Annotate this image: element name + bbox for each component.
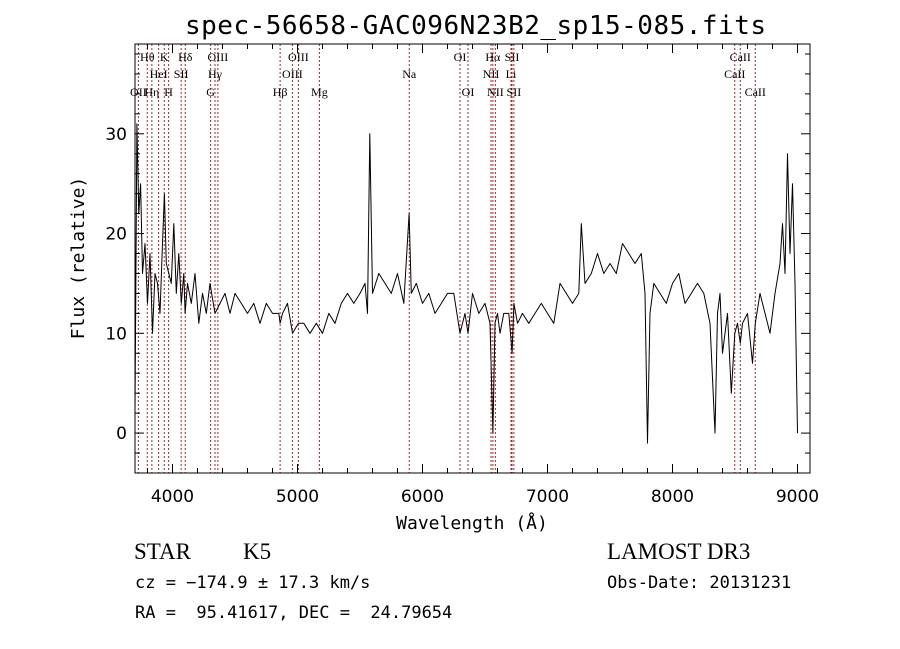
y-axis-label: Flux (relative) <box>68 177 89 340</box>
x-tick-label: 5000 <box>276 487 319 507</box>
line-marker-label: K <box>160 50 169 64</box>
line-marker-label: NII <box>483 67 500 81</box>
x-tick-label: 9000 <box>776 487 819 507</box>
line-marker-label: OII <box>130 85 147 99</box>
chart-title: spec-56658-GAC096N23B2_sp15-085.fits <box>185 11 767 41</box>
line-marker-label: H <box>164 85 173 99</box>
y-tick-label: 10 <box>105 324 127 344</box>
line-markers: OIIHθHηHeIKHSIIHδGHγOIIIHβOIIIOIIIMgNaOI… <box>130 44 766 473</box>
line-marker-label: Hθ <box>140 50 155 64</box>
y-tick-label: 30 <box>105 125 127 145</box>
line-marker-label: Hδ <box>178 50 193 64</box>
line-marker-label: G <box>206 85 215 99</box>
y-tick-label: 20 <box>105 225 127 245</box>
object-class: STAR <box>134 539 191 564</box>
line-marker-label: NII <box>487 85 504 99</box>
line-marker-label: OIII <box>288 50 309 64</box>
line-marker-label: Li <box>506 67 517 81</box>
observation-date: Obs-Date: 20131231 <box>607 573 792 593</box>
line-marker-label: Hα <box>485 50 501 64</box>
line-marker-label: SII <box>505 50 520 64</box>
line-marker-label: Hγ <box>208 67 223 81</box>
line-marker-label: SII <box>174 67 189 81</box>
line-marker-label: Hη <box>144 85 159 99</box>
line-marker-label: OI <box>454 50 467 64</box>
x-tick-label: 6000 <box>401 487 444 507</box>
x-axis-label: Wavelength (Å) <box>396 512 548 534</box>
line-marker-label: Na <box>402 67 417 81</box>
spectrum-line <box>134 123 798 444</box>
axis-ticks: 4000 5000 6000 7000 8000 9000 0 10 20 30 <box>105 44 819 507</box>
line-marker-label: Hβ <box>273 85 288 99</box>
line-marker-label: CaII <box>745 85 766 99</box>
line-marker-label: SII <box>507 85 522 99</box>
redshift-velocity: cz = −174.9 ± 17.3 km/s <box>135 573 371 593</box>
coordinates: RA = 95.41617, DEC = 24.79654 <box>135 603 453 623</box>
line-marker-label: HeI <box>150 67 168 81</box>
spectrum-series <box>134 123 798 444</box>
x-tick-label: 7000 <box>526 487 569 507</box>
line-marker-label: OI <box>462 85 475 99</box>
line-marker-label: OIII <box>282 67 303 81</box>
line-marker-label: CaII <box>724 67 745 81</box>
object-subclass: K5 <box>243 539 272 564</box>
x-tick-label: 4000 <box>151 487 194 507</box>
plot-frame <box>134 43 811 474</box>
x-tick-label: 8000 <box>651 487 694 507</box>
survey-name: LAMOST DR3 <box>607 539 751 564</box>
line-marker-label: Mg <box>311 85 328 99</box>
line-marker-label: CaII <box>730 50 751 64</box>
y-tick-label: 0 <box>116 424 127 444</box>
line-marker-label: OIII <box>208 50 229 64</box>
